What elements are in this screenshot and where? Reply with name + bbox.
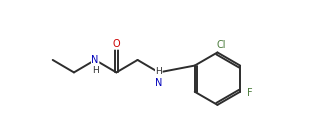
Text: F: F — [247, 88, 252, 98]
Text: H: H — [92, 66, 99, 75]
Text: Cl: Cl — [216, 41, 226, 50]
Text: N: N — [155, 78, 163, 88]
Text: H: H — [156, 67, 162, 76]
Text: N: N — [91, 55, 99, 65]
Text: O: O — [113, 39, 120, 49]
